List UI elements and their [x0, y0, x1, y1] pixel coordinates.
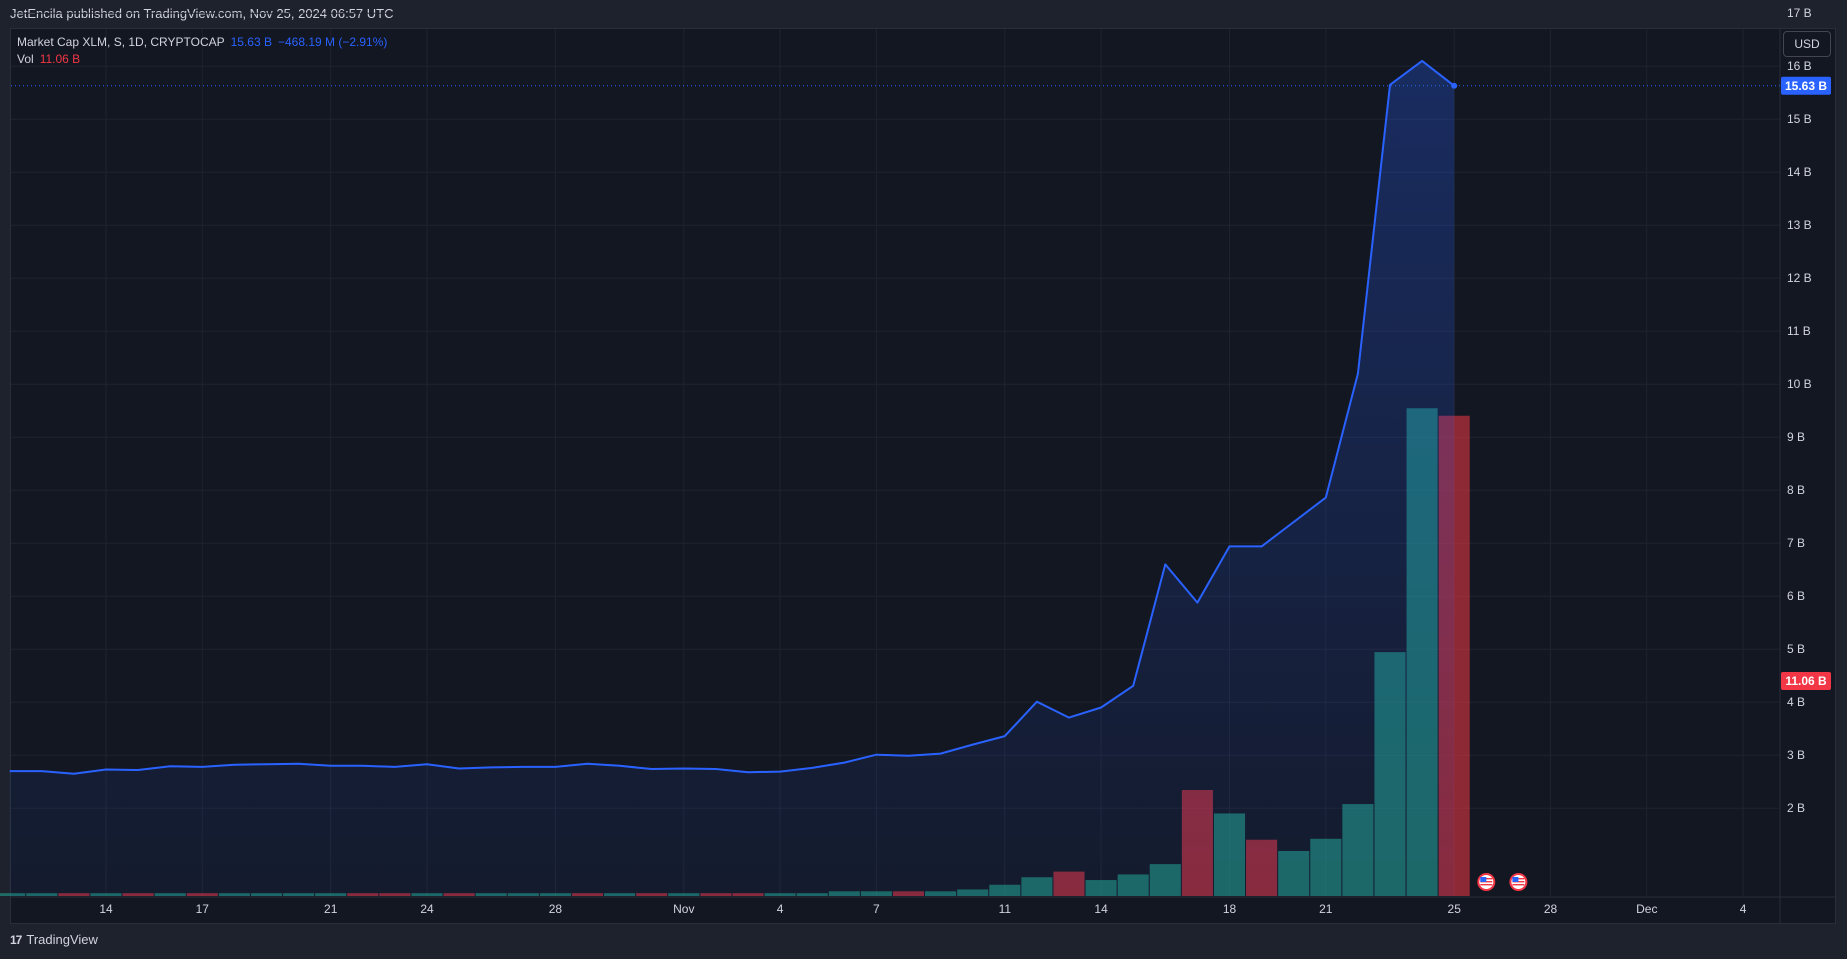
- y-tick-label: 13 B: [1787, 218, 1812, 232]
- y-tick-label: 11 B: [1787, 324, 1811, 338]
- x-tick-label: 21: [324, 902, 338, 916]
- legend-change: −468.19 M (−2.91%): [278, 35, 388, 49]
- us-flag-stripe: [1480, 884, 1493, 886]
- legend-main-row[interactable]: Market Cap XLM, S, 1D, CRYPTOCAP 15.63 B −…: [17, 34, 387, 51]
- x-tick-label: 11: [999, 902, 1012, 916]
- x-tick-label: 25: [1448, 902, 1462, 916]
- y-tick-label: 3 B: [1787, 748, 1805, 762]
- us-flag-icon[interactable]: [1477, 873, 1496, 891]
- event-markers[interactable]: [1477, 873, 1528, 891]
- us-flag-icon[interactable]: [1509, 873, 1528, 891]
- x-tick-label: 7: [873, 902, 880, 916]
- price-badges: 15.63 B 11.06 B: [1781, 76, 1831, 690]
- us-flag-stripe: [1512, 884, 1525, 886]
- currency-button[interactable]: USD: [1783, 31, 1831, 57]
- x-tick-label: 21: [1319, 902, 1333, 916]
- footer-brand-text: TradingView: [26, 932, 98, 947]
- legend-vol-row[interactable]: Vol 11.06 B: [17, 51, 387, 68]
- legend-vol-value: 11.06 B: [39, 52, 81, 66]
- x-axis[interactable]: 14 17 21 24 28 Nov 4 7 11 14 18 21 25 28 Dec 4: [99, 902, 1746, 916]
- x-tick-label: 28: [549, 902, 563, 916]
- last-price-badge: [1781, 76, 1831, 95]
- y-tick-label: 10 B: [1787, 377, 1812, 391]
- currency-label: USD: [1794, 37, 1820, 51]
- legend-last-value: 15.63 B: [230, 35, 272, 49]
- y-tick-label: 5 B: [1787, 642, 1805, 656]
- y-tick-label: 8 B: [1787, 483, 1805, 497]
- area-fill: [9, 60, 1455, 896]
- x-tick-label: Dec: [1636, 902, 1657, 916]
- x-tick-label: 18: [1223, 902, 1237, 916]
- y-tick-label: 16 B: [1787, 59, 1812, 73]
- y-tick-label: 14 B: [1787, 165, 1812, 179]
- y-axis[interactable]: 2 B 3 B 4 B 5 B 6 B 7 B 8 B 9 B 10 B 11 B 12 B 13 B…: [1787, 6, 1812, 815]
- footer-brand[interactable]: 17 TradingView: [10, 932, 98, 947]
- x-tick-label: 4: [777, 902, 784, 916]
- price-line: [9, 59, 1780, 775]
- x-tick-label: 24: [420, 902, 434, 916]
- x-tick-label: 14: [99, 902, 113, 916]
- legend-vol-label: Vol: [17, 52, 34, 66]
- y-tick-label: 15 B: [1787, 112, 1812, 126]
- x-tick-label: Nov: [673, 902, 694, 916]
- legend: Market Cap XLM, S, 1D, CRYPTOCAP 15.63 B −…: [17, 34, 387, 68]
- last-volume-badge: [1781, 672, 1831, 690]
- legend-symbol: Market Cap XLM, S, 1D, CRYPTOCAP: [17, 35, 225, 49]
- tradingview-logo-icon: 17: [10, 932, 22, 947]
- us-flag-canton: [1512, 877, 1519, 882]
- area-fill-path: [9, 60, 1455, 896]
- last-point-dot: [1451, 82, 1458, 89]
- last-volume-badge-text: 11.06 B: [1785, 674, 1827, 688]
- y-tick-label: 4 B: [1787, 695, 1805, 709]
- y-tick-label: 6 B: [1787, 589, 1805, 603]
- y-tick-label: 2 B: [1787, 801, 1805, 815]
- x-tick-label: 17: [196, 902, 210, 916]
- last-price-badge-text: 15.63 B: [1785, 79, 1827, 93]
- y-tick-label: 12 B: [1787, 271, 1812, 285]
- market-cap-line: [9, 59, 1455, 775]
- y-tick-label: 9 B: [1787, 430, 1805, 444]
- us-flag-canton: [1480, 877, 1487, 882]
- x-tick-label: 14: [1094, 902, 1108, 916]
- x-tick-label: 4: [1740, 902, 1747, 916]
- grid: [10, 12, 1836, 923]
- y-tick-label: 7 B: [1787, 536, 1805, 550]
- x-tick-label: 28: [1544, 902, 1558, 916]
- y-tick-label: 17 B: [1787, 6, 1812, 20]
